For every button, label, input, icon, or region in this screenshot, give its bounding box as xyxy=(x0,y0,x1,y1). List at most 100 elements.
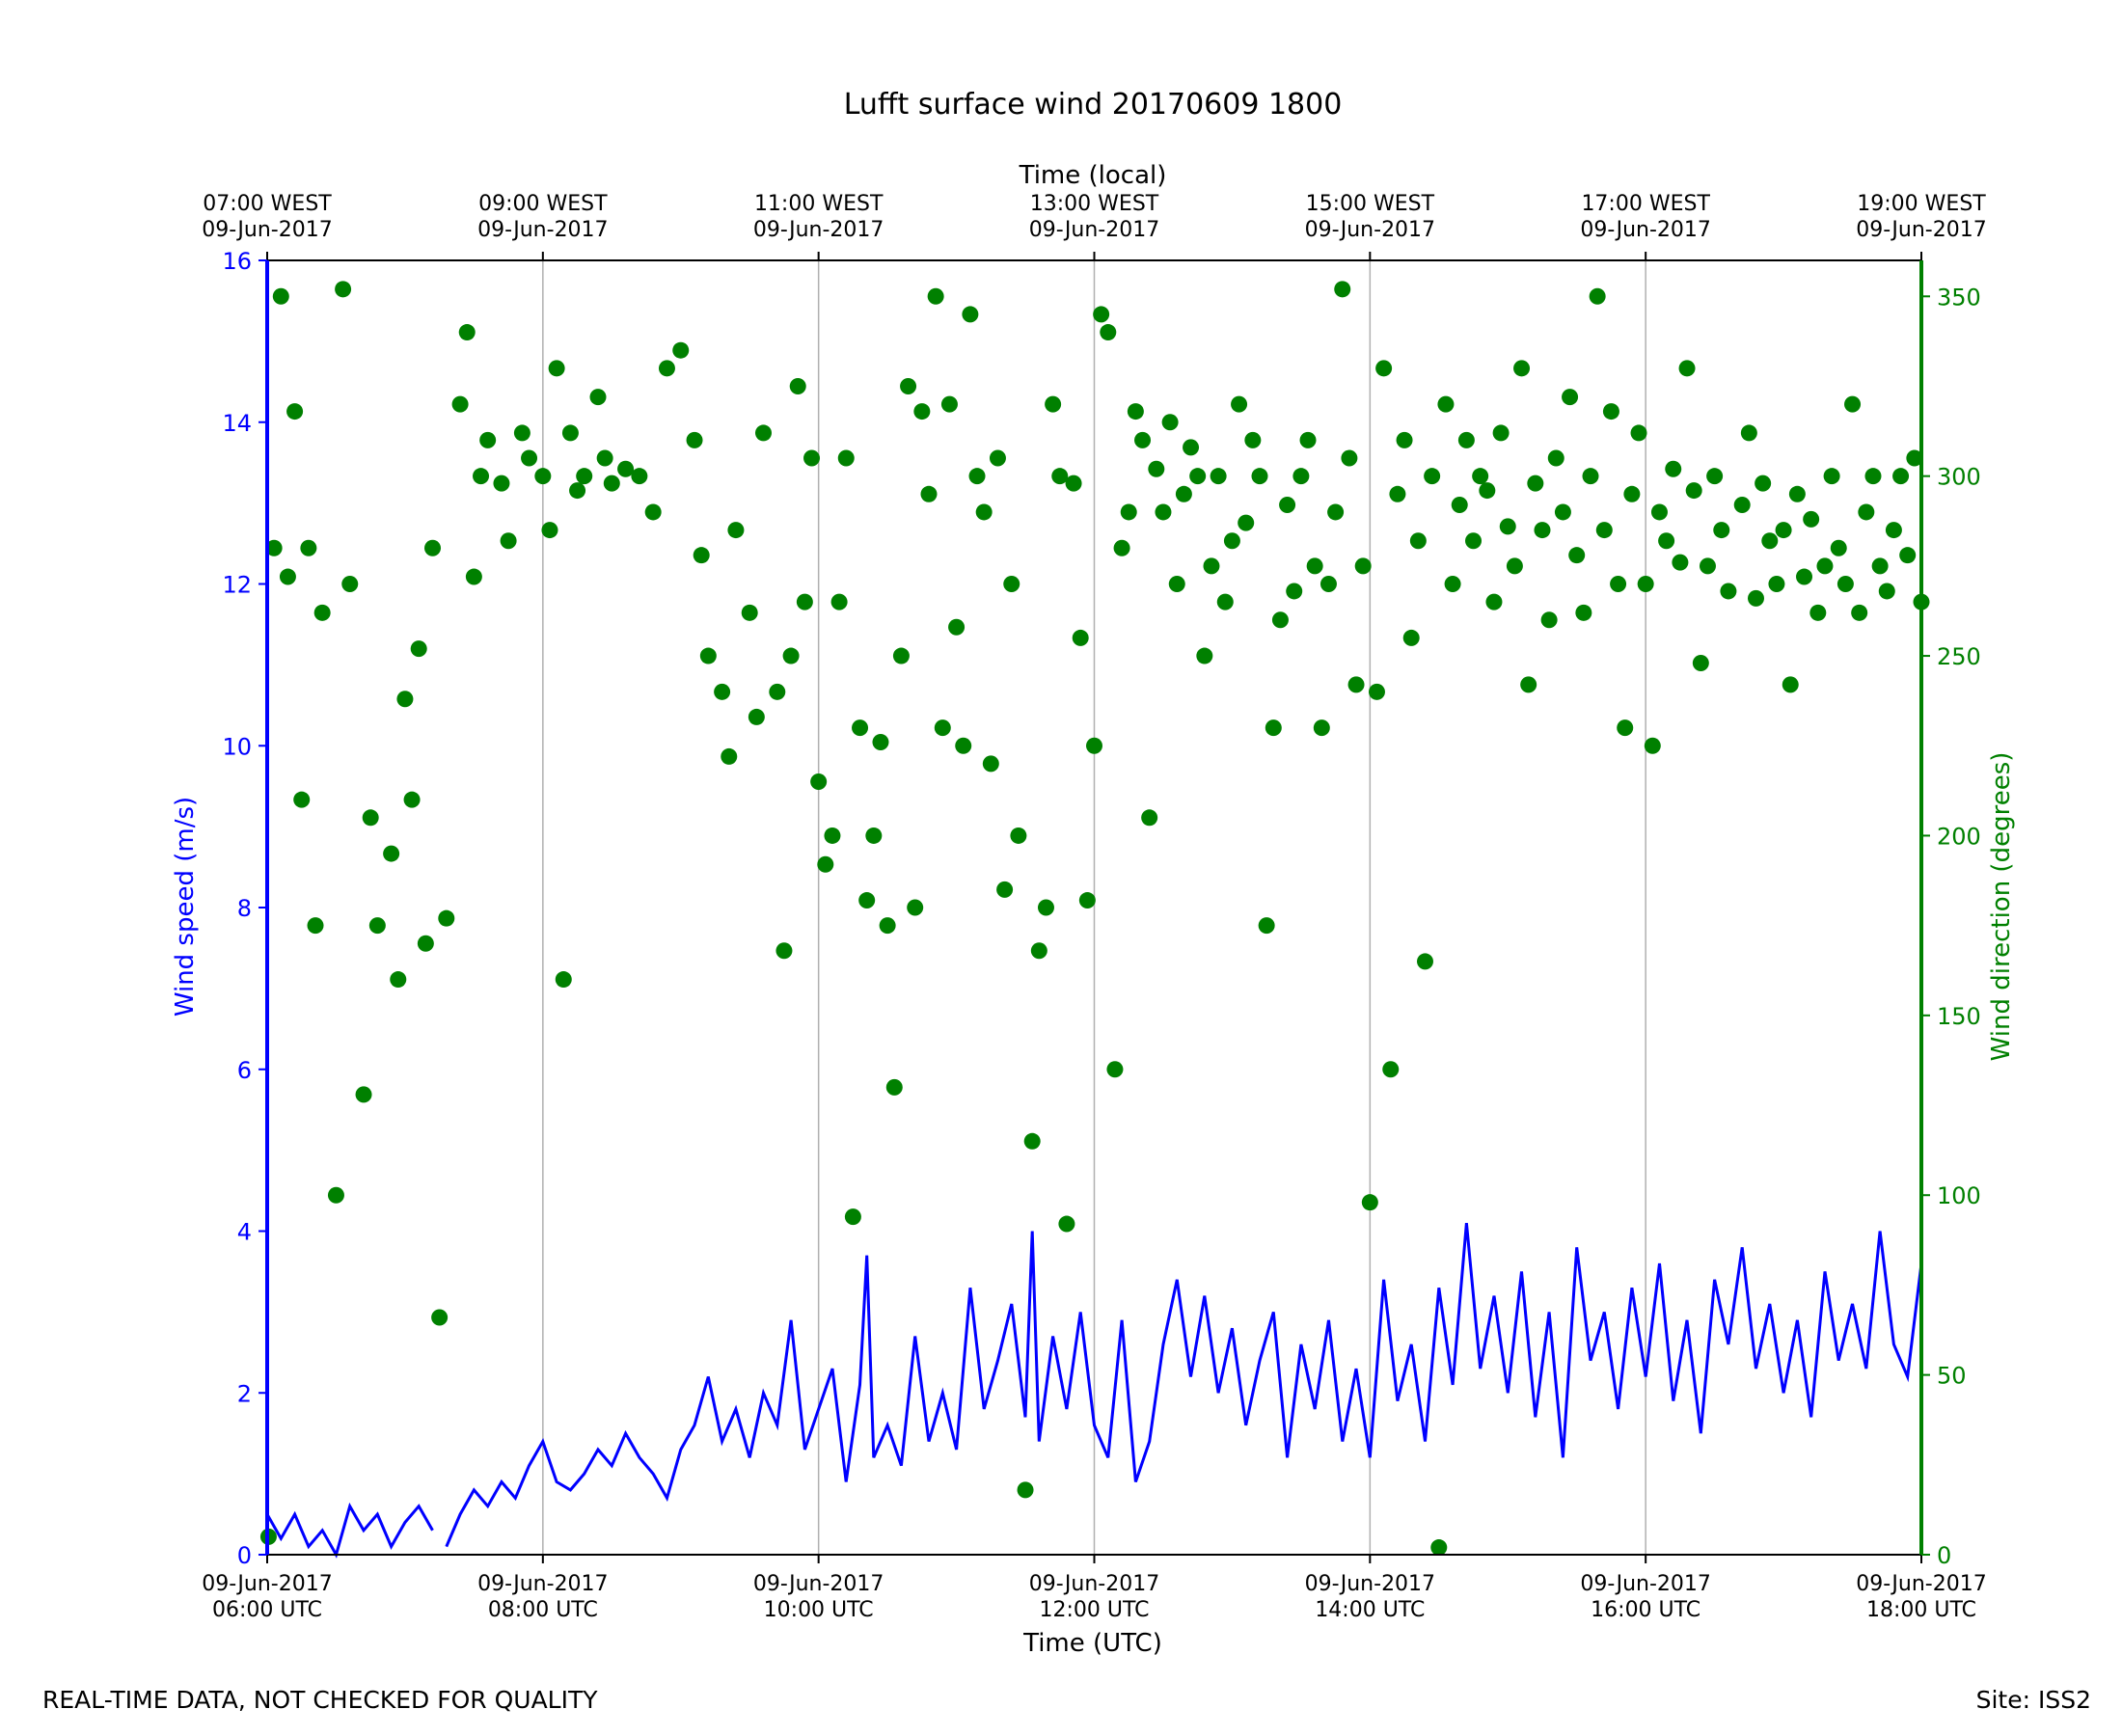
direction-point xyxy=(672,341,690,359)
direction-point xyxy=(830,593,848,610)
direction-point xyxy=(714,683,731,700)
direction-point xyxy=(458,324,476,341)
direction-point xyxy=(982,755,999,773)
direction-point xyxy=(410,640,427,658)
direction-point xyxy=(1499,518,1516,535)
direction-point xyxy=(493,475,510,492)
direction-point xyxy=(534,468,552,485)
top-tick-label: 09-Jun-2017 xyxy=(1580,218,1710,242)
top-tick-label: 13:00 WEST xyxy=(1030,192,1159,216)
right-tick-label: 250 xyxy=(1937,643,1981,670)
direction-point xyxy=(1078,892,1096,909)
direction-point xyxy=(824,827,841,844)
direction-point xyxy=(390,971,407,989)
bottom-tick-label: 09-Jun-2017 xyxy=(753,1572,884,1596)
direction-point xyxy=(1155,503,1172,521)
direction-point xyxy=(1141,809,1158,827)
direction-point xyxy=(548,360,565,377)
direction-point xyxy=(1210,468,1227,485)
quality-disclaimer: REAL-TIME DATA, NOT CHECKED FOR QUALITY xyxy=(42,1686,598,1714)
direction-point xyxy=(313,604,331,621)
direction-point xyxy=(782,647,800,665)
direction-point xyxy=(837,449,855,467)
direction-point xyxy=(1672,554,1689,571)
direction-point xyxy=(1244,431,1262,448)
direction-point xyxy=(1327,503,1345,521)
direction-point xyxy=(796,593,813,610)
direction-point xyxy=(1313,719,1330,737)
bottom-tick-label: 12:00 UTC xyxy=(1039,1598,1149,1622)
bottom-tick-label: 09-Jun-2017 xyxy=(477,1572,608,1596)
direction-point xyxy=(1203,557,1220,575)
direction-point xyxy=(1899,547,1917,564)
direction-point xyxy=(1058,1215,1075,1233)
direction-point xyxy=(1713,522,1730,539)
direction-point xyxy=(1286,583,1303,600)
direction-point xyxy=(327,1186,344,1204)
direction-point xyxy=(362,809,379,827)
left-tick-label: 0 xyxy=(237,1542,252,1569)
left-tick-label: 16 xyxy=(222,248,252,275)
direction-point xyxy=(1844,395,1862,413)
direction-point xyxy=(1306,557,1323,575)
direction-point xyxy=(279,568,296,585)
direction-point xyxy=(1093,306,1110,323)
left-axis-label: Wind speed (m/s) xyxy=(171,797,200,1017)
direction-point xyxy=(1534,522,1551,539)
bottom-tick-label: 18:00 UTC xyxy=(1866,1598,1976,1622)
direction-point xyxy=(1258,917,1275,935)
direction-point xyxy=(1699,557,1716,575)
direction-point xyxy=(1803,510,1820,528)
direction-point xyxy=(1389,485,1406,502)
direction-point xyxy=(417,935,434,952)
top-tick-label: 09-Jun-2017 xyxy=(753,218,884,242)
direction-point xyxy=(1602,403,1619,420)
direction-point xyxy=(1361,1194,1378,1211)
direction-point xyxy=(1037,899,1054,916)
direction-point xyxy=(500,532,517,550)
direction-point xyxy=(1871,557,1889,575)
direction-point xyxy=(1319,576,1337,592)
direction-point xyxy=(1072,629,1089,646)
direction-point xyxy=(1424,468,1441,485)
top-tick-label: 09-Jun-2017 xyxy=(477,218,608,242)
direction-point xyxy=(1623,485,1641,502)
direction-point xyxy=(341,576,359,592)
right-tick-label: 50 xyxy=(1937,1363,1967,1390)
direction-point xyxy=(872,734,889,751)
direction-point xyxy=(1065,475,1082,492)
direction-point xyxy=(451,395,469,413)
direction-point xyxy=(1492,424,1510,442)
direction-point xyxy=(1630,424,1647,442)
direction-point xyxy=(1836,576,1854,592)
direction-point xyxy=(755,424,772,442)
top-tick-label: 09-Jun-2017 xyxy=(1305,218,1435,242)
direction-point xyxy=(1527,475,1544,492)
direction-point xyxy=(617,460,635,477)
direction-point xyxy=(596,449,613,467)
top-axis-label: Time (local) xyxy=(1019,161,1167,190)
right-tick-label: 350 xyxy=(1937,284,1981,311)
direction-point xyxy=(1375,360,1393,377)
direction-point xyxy=(1279,496,1296,513)
direction-point xyxy=(631,468,648,485)
direction-point xyxy=(431,1309,449,1326)
direction-point xyxy=(885,1078,903,1096)
top-tick-label: 17:00 WEST xyxy=(1581,192,1710,216)
direction-point xyxy=(1134,431,1152,448)
direction-point xyxy=(962,306,979,323)
bottom-tick-label: 16:00 UTC xyxy=(1591,1598,1700,1622)
direction-point xyxy=(383,845,400,862)
direction-point xyxy=(1740,424,1757,442)
direction-point xyxy=(1100,324,1117,341)
direction-point xyxy=(286,403,304,420)
direction-point xyxy=(1595,522,1613,539)
direction-point xyxy=(644,503,662,521)
direction-point xyxy=(1485,593,1503,610)
right-tick-label: 300 xyxy=(1937,464,1981,491)
top-tick-label: 09-Jun-2017 xyxy=(202,218,332,242)
direction-point xyxy=(1885,522,1902,539)
direction-point xyxy=(1906,449,1923,467)
bottom-tick-label: 09-Jun-2017 xyxy=(1305,1572,1435,1596)
